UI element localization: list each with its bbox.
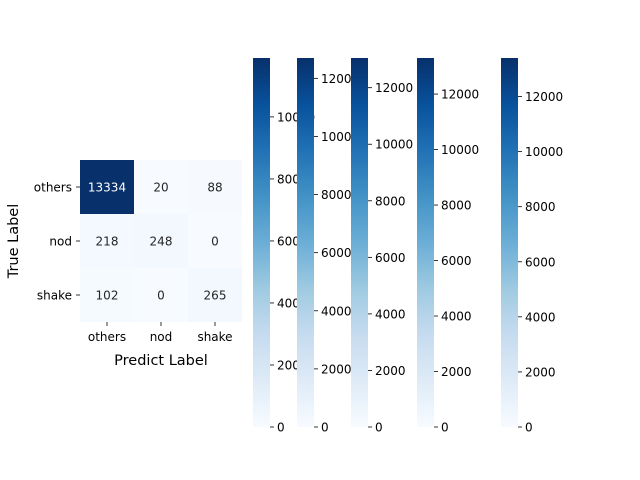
colorbar-tick-label: 2000 (321, 362, 352, 376)
colorbar-tick-label: 12000 (375, 81, 413, 95)
colorbar-tick-label: 2000 (525, 365, 556, 379)
x-tick-label-nod: nod (150, 330, 173, 344)
colorbar-tick-label: 10000 (375, 138, 413, 152)
y-tick-label-nod: nod (49, 235, 72, 249)
y-tick-label-shake: shake (37, 289, 72, 303)
colorbar-tick-label: 12000 (441, 88, 479, 102)
colorbar-tick-label: 10000 (441, 143, 479, 157)
heatmap-cell-0-1 (134, 160, 188, 214)
colorbar-gradient (501, 58, 518, 427)
colorbar-4: 0 2000 4000 6000 8000 10000 12000 (417, 58, 479, 435)
heatmap-cell-2-2 (188, 268, 242, 322)
colorbar-gradient (417, 58, 434, 427)
colorbar-tick-label: 0 (277, 421, 285, 435)
colorbar-tick-label: 0 (321, 421, 329, 435)
cell-value-label: 0 (157, 289, 165, 303)
colorbar-tick-label: 2000 (441, 365, 472, 379)
colorbar-tick-label: 4000 (525, 310, 556, 324)
cell-value-label: 218 (96, 235, 119, 249)
colorbar-tick-label: 0 (375, 421, 383, 435)
heatmap-cell-1-2 (188, 214, 242, 268)
cell-value-label: 102 (96, 289, 119, 303)
colorbar-tick-label: 10000 (321, 130, 359, 144)
colorbar-tick-label: 0 (525, 421, 533, 435)
colorbar-gradient (351, 58, 368, 427)
colorbar-tick-label: 0 (441, 421, 449, 435)
cell-value-label: 248 (150, 235, 173, 249)
cell-value-label: 265 (204, 289, 227, 303)
heatmap-cell-2-1 (134, 268, 188, 322)
heatmap-cell-1-1 (134, 214, 188, 268)
colorbar-tick-label: 8000 (321, 188, 352, 202)
y-axis-label: True Label (6, 204, 22, 280)
heatmap-cell-2-0 (80, 268, 134, 322)
colorbar-3: 0 2000 4000 6000 8000 10000 12000 (351, 58, 413, 435)
cell-value-label: 88 (207, 181, 222, 195)
colorbar-tick-label: 2000 (375, 364, 406, 378)
colorbar-tick-label: 4000 (321, 304, 352, 318)
colorbar-tick-label: 4000 (441, 310, 472, 324)
colorbar-tick-label: 6000 (525, 255, 556, 269)
colorbar-gradient (297, 58, 314, 427)
cell-value-label: 20 (153, 181, 168, 195)
heatmap-cell-0-2 (188, 160, 242, 214)
colorbar-tick-label: 12000 (525, 90, 563, 104)
colorbar-2: 0 2000 4000 6000 8000 10000 12000 (297, 58, 359, 435)
heatmap-cell-1-0 (80, 214, 134, 268)
colorbars: 0 2000 4000 6000 8000 10000 0 2000 4000 6000 8000 1… (253, 58, 563, 435)
colorbar-tick-label: 10000 (525, 145, 563, 159)
colorbar-tick-label: 12000 (321, 72, 359, 86)
colorbar-5: 0 2000 4000 6000 8000 10000 12000 (501, 58, 563, 435)
heatmap-cells: 13334 20 88 218 248 0 102 0 265 (80, 160, 242, 322)
cell-value-label: 13334 (88, 181, 126, 195)
colorbar-gradient (253, 58, 270, 427)
x-tick-label-shake: shake (197, 330, 232, 344)
colorbar-tick-label: 8000 (375, 194, 406, 208)
colorbar-tick-label: 8000 (525, 200, 556, 214)
y-tick-label-others: others (34, 181, 72, 195)
colorbar-tick-label: 6000 (375, 251, 406, 265)
colorbar-tick-label: 4000 (375, 307, 406, 321)
heatmap-cell-0-0 (80, 160, 134, 214)
colorbar-tick-label: 8000 (441, 199, 472, 213)
x-tick-label-others: others (88, 330, 126, 344)
heatmap-axes: others nod shake others nod shake Predict Labe… (6, 181, 233, 370)
cell-value-label: 0 (211, 235, 219, 249)
colorbar-tick-label: 6000 (321, 246, 352, 260)
colorbar-tick-label: 6000 (441, 254, 472, 268)
x-axis-label: Predict Label (114, 353, 208, 369)
